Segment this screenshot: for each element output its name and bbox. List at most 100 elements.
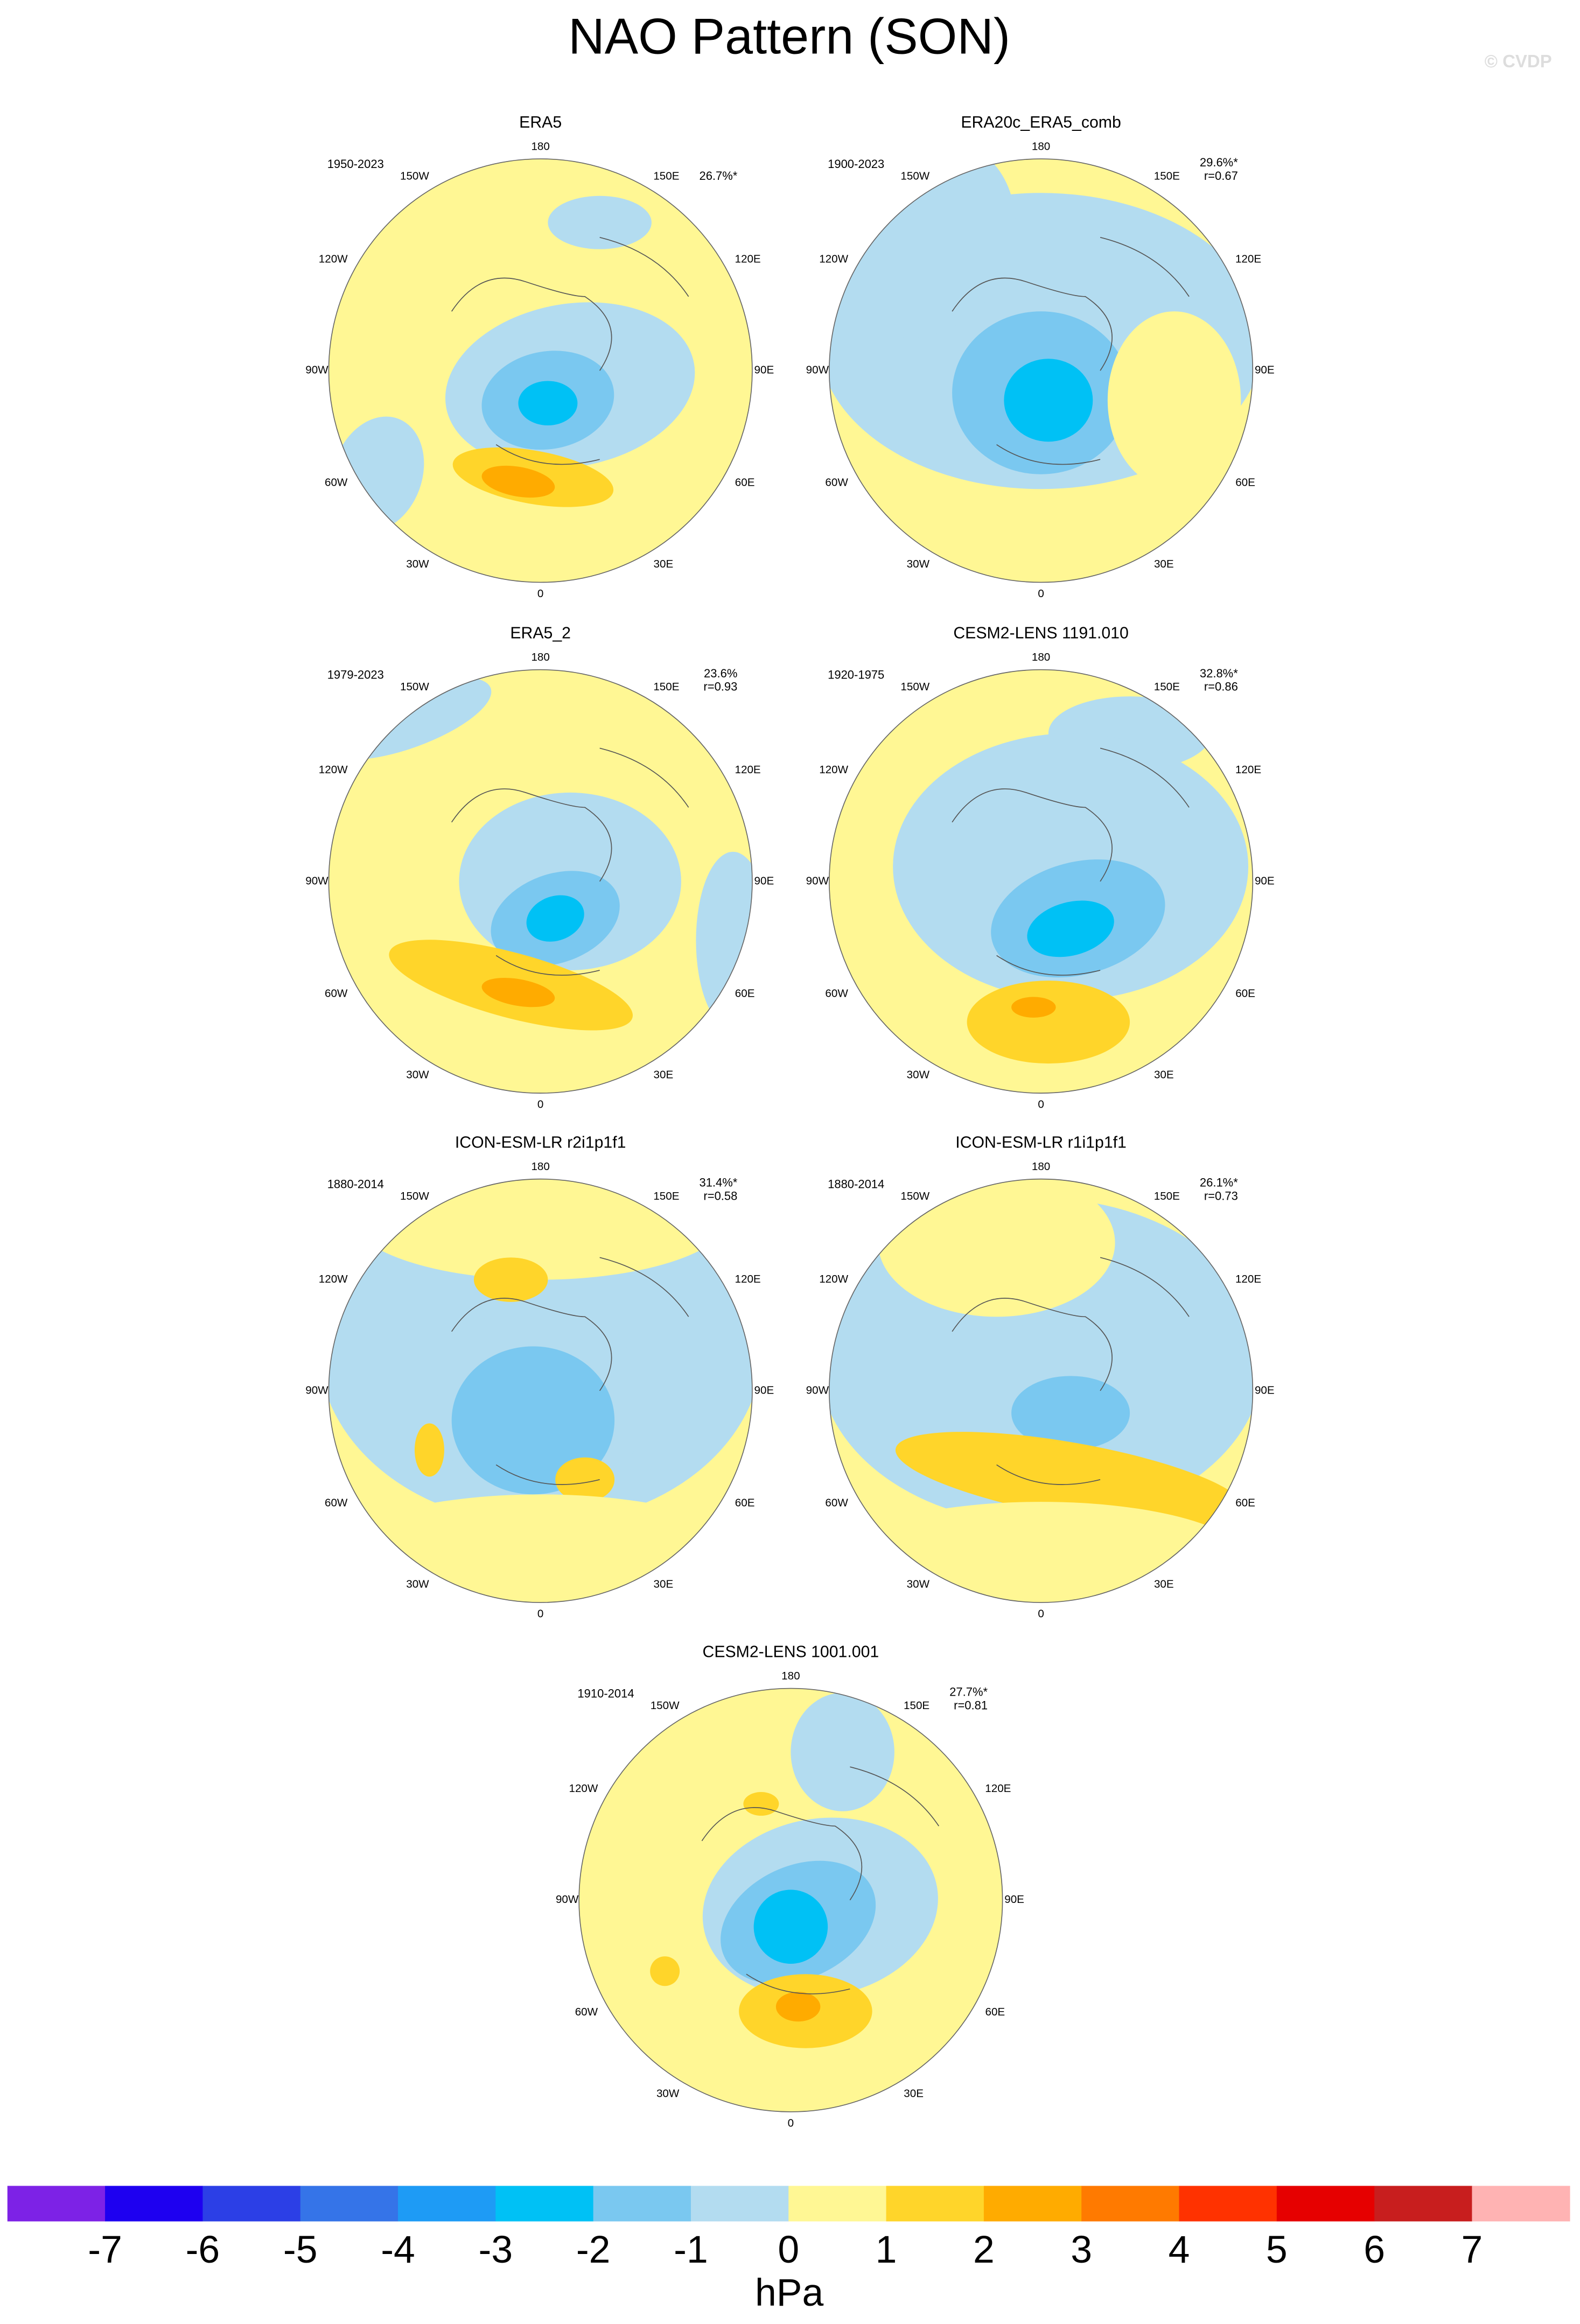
coastline [451, 1257, 689, 1485]
colorbar-box [886, 2186, 984, 2222]
lon-label: 180 [531, 1160, 549, 1173]
map-panel [829, 159, 1253, 583]
period: 1950-2023 [327, 157, 384, 171]
lon-label: 90W [305, 364, 328, 376]
colorbar-box [202, 2186, 301, 2222]
colorbar-box [1472, 2186, 1570, 2222]
map-border [829, 669, 1254, 1094]
colorbar-label: 5 [1266, 2228, 1288, 2271]
lon-label: 150E [1154, 681, 1180, 693]
pattern-corr: r=0.93 [703, 680, 737, 694]
contour-area [1107, 311, 1241, 489]
lon-label: 30E [1154, 1578, 1174, 1591]
lon-label: 0 [1038, 1098, 1044, 1111]
colorbar-label: -1 [674, 2228, 708, 2271]
map-border [829, 1178, 1254, 1603]
map-border [328, 158, 753, 583]
lon-label: 60W [325, 1496, 348, 1509]
lon-label: 150E [653, 681, 679, 693]
lon-label: 120W [319, 1273, 348, 1285]
colorbar-label: -3 [479, 2228, 513, 2271]
coastline [952, 1257, 1190, 1485]
panel-title: ICON-ESM-LR r1i1p1f1 [955, 1134, 1127, 1152]
lon-label: 90E [754, 874, 774, 887]
panel-title: ERA5 [519, 114, 562, 131]
lon-label: 30W [406, 1578, 429, 1591]
colorbar-label: 1 [876, 2228, 897, 2271]
variance-pct: 27.7%* [949, 1685, 988, 1699]
contour-area [650, 1956, 680, 1986]
lon-label: 30W [406, 1069, 429, 1081]
lon-label: 180 [1032, 140, 1050, 152]
contour-area [895, 1432, 1246, 1528]
lon-label: 60E [1235, 987, 1255, 999]
lon-label: 30W [907, 558, 930, 570]
pattern-corr: r=0.58 [703, 1189, 737, 1202]
lon-label: 180 [531, 140, 549, 152]
contour-area [481, 465, 555, 498]
lon-label: 30W [907, 1578, 930, 1591]
map-panel [328, 669, 752, 1094]
lon-label: 150W [400, 170, 429, 182]
lon-label: 30E [904, 2087, 924, 2099]
lon-label: 60E [1235, 477, 1255, 489]
colorbar-box [1081, 2186, 1180, 2222]
lon-label: 180 [1032, 1160, 1050, 1173]
panel-title: ERA5_2 [510, 625, 571, 642]
colorbar-label: 6 [1364, 2228, 1385, 2271]
panel-title: ICON-ESM-LR r2i1p1f1 [455, 1134, 626, 1152]
contour-area [1011, 1376, 1130, 1450]
contour-area [1011, 997, 1056, 1018]
colorbar-box [397, 2186, 497, 2222]
lon-label: 60W [325, 987, 348, 999]
lon-label: 30W [907, 1069, 930, 1081]
lon-label: 60W [325, 477, 348, 489]
lon-label: 120E [735, 1273, 761, 1285]
colorbar-box [1374, 2186, 1473, 2222]
lon-label: 150E [1154, 1190, 1180, 1202]
period: 1979-2023 [327, 668, 384, 682]
lon-label: 90E [1004, 1893, 1024, 1906]
map-panel [328, 1179, 752, 1603]
coastline [952, 236, 1190, 465]
lon-label: 150E [653, 170, 679, 182]
contour-area [414, 1423, 444, 1477]
contour-area [481, 978, 555, 1007]
lon-label: 180 [531, 651, 549, 663]
colorbar-box [593, 2186, 691, 2222]
lon-label: 120W [819, 253, 848, 265]
map-border [328, 1178, 753, 1603]
figure-title: NAO Pattern (SON) [568, 8, 1010, 65]
lon-label: 0 [537, 1098, 543, 1111]
lon-label: 120W [569, 1782, 598, 1795]
lon-label: 60E [735, 1496, 755, 1509]
colorbar-label: 3 [1071, 2228, 1092, 2271]
colorbar-box [1276, 2186, 1375, 2222]
lon-label: 30E [654, 1069, 674, 1081]
map-panel [328, 159, 752, 583]
period: 1920-1975 [828, 668, 884, 682]
lon-label: 180 [1032, 651, 1050, 663]
colorbar-label: 4 [1169, 2228, 1190, 2271]
lon-label: 120E [735, 253, 761, 265]
period: 1910-2014 [577, 1686, 634, 1700]
period: 1900-2023 [828, 157, 884, 171]
contour-area [1027, 900, 1114, 957]
lon-label: 90E [1255, 1384, 1275, 1396]
lon-label: 60W [575, 2006, 598, 2018]
period: 1880-2014 [828, 1177, 884, 1191]
contour-area [753, 1889, 828, 1964]
lon-label: 150W [900, 1190, 929, 1202]
lon-label: 30E [1154, 558, 1174, 570]
lon-label: 90W [806, 364, 829, 376]
lon-label: 0 [537, 1608, 543, 1620]
variance-pct: 32.8%* [1200, 667, 1238, 680]
coastline [451, 747, 689, 976]
variance-pct: 26.1%* [1200, 1176, 1238, 1189]
lon-label: 30E [1154, 1069, 1174, 1081]
contour-area [555, 1457, 615, 1502]
map-panel [579, 1688, 1003, 2112]
colorbar-box [495, 2186, 594, 2222]
panel-title: CESM2-LENS 1191.010 [953, 625, 1128, 642]
lon-label: 150W [900, 681, 929, 693]
